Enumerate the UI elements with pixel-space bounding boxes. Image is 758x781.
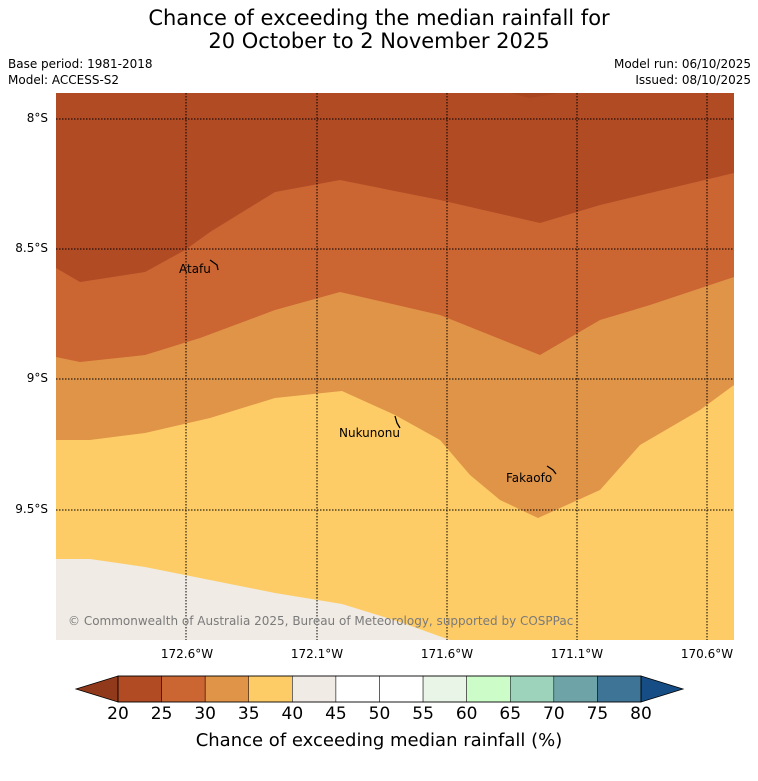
lon-label-171-1w: 171.1°W [550,647,604,661]
model-name: Model: ACCESS-S2 [8,73,120,87]
colorbar-tick-label: 45 [325,704,347,724]
colorbar-tick-label: 60 [455,704,478,724]
lon-label-170-6w: 170.6°W [680,647,734,661]
colorbar-cell [161,675,206,703]
colorbar-cell [553,675,598,703]
colorbar-cell [597,675,642,703]
place-label-fakaofo: Fakaofo [506,471,553,485]
lon-label-172-1w: 172.1°W [290,647,344,661]
colorbar-low-extend [74,675,119,703]
model-run: Model run: 06/10/2025 [613,57,751,71]
colorbar-high-extend [640,675,685,703]
base-period: Base period: 1981-2018 [8,57,153,71]
colorbar-tick-label: 30 [194,704,216,724]
colorbar-tick-label: 35 [237,704,260,724]
copyright-notice: © Commonwealth of Australia 2025, Bureau… [68,614,574,628]
lat-label-9s: 9°S [26,371,48,385]
colorbar-tick-label: 25 [150,704,173,724]
colorbar-tick-label: 70 [543,704,565,724]
colorbar-cell [335,675,380,703]
colorbar-tick-label: 50 [368,704,391,724]
region-40-45 [56,559,450,640]
colorbar-cell [379,675,424,703]
colorbar-cell [292,675,337,703]
colorbar-label: Chance of exceeding median rainfall (%) [195,730,563,751]
lat-label-8s: 8°S [26,111,48,125]
issued-date: Issued: 08/10/2025 [635,73,751,87]
fakaofo-atoll-outline [546,465,557,475]
lat-label-8-5s: 8.5°S [15,241,48,255]
place-label-nukunonu: Nukunonu [339,426,400,440]
region-35-40 [56,385,734,640]
place-label-atafu: Atafu [179,262,211,276]
colorbar-cell [466,675,511,703]
colorbar-cell [204,675,249,703]
nukunonu-atoll-outline [394,415,401,429]
colorbar-tick-label: 40 [281,704,304,724]
colorbar-frame [117,675,642,703]
chart-title-line-1: Chance of exceeding the median rainfall … [148,6,610,30]
colorbar-tick-label: 65 [499,704,522,724]
chart-title-line-2: 20 October to 2 November 2025 [208,29,550,53]
colorbar-tick-label: 80 [630,704,652,724]
region-below-20 [510,93,560,98]
colorbar-cell [510,675,555,703]
colorbar-tick-label: 20 [107,704,129,724]
colorbar-cell [422,675,467,703]
colorbar-cell [248,675,293,703]
lon-label-171-6w: 171.6°W [420,647,474,661]
lat-label-9-5s: 9.5°S [15,502,48,516]
colorbar-cell [117,675,162,703]
colorbar-tick-label: 55 [412,704,434,724]
colorbar-tick-label: 75 [586,704,609,724]
lon-label-172-6w: 172.6°W [160,647,214,661]
graticule [56,93,734,640]
atafu-atoll-outline [209,259,219,271]
